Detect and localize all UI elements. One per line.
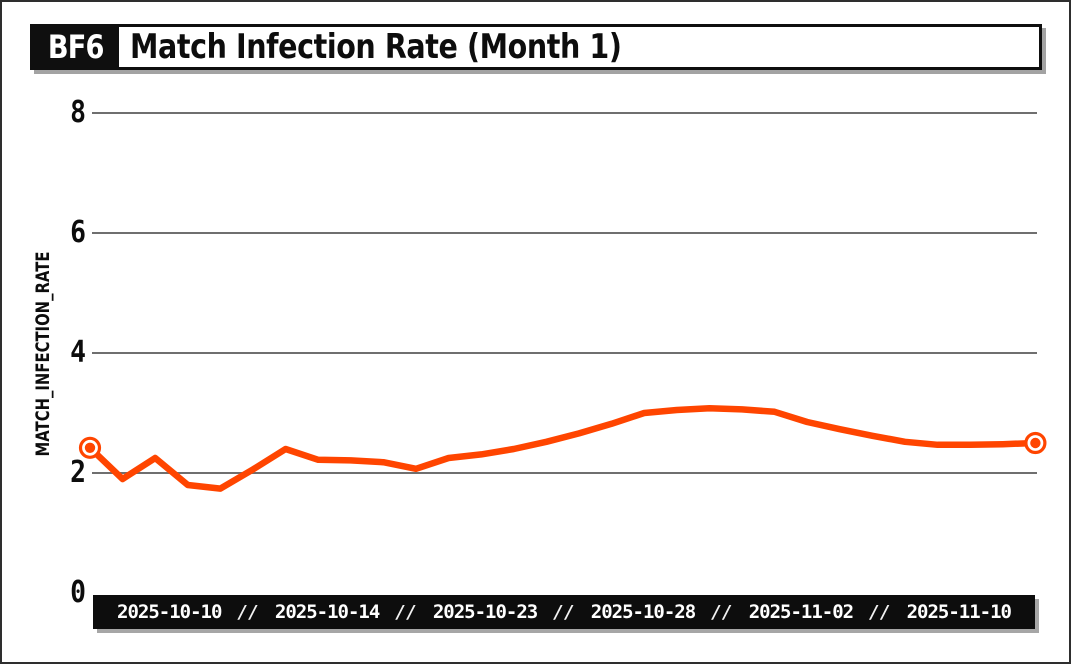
- x-tick-separator: //: [869, 601, 891, 623]
- x-tick-label-0: 2025-10-10: [117, 601, 222, 623]
- x-tick-separator: //: [237, 601, 259, 623]
- game-badge: BF6: [33, 27, 119, 67]
- game-badge-label: BF6: [47, 28, 105, 66]
- gridline-y6: [92, 232, 1037, 234]
- x-tick-separator: //: [553, 601, 575, 623]
- x-tick-label-5: 2025-11-10: [906, 601, 1012, 623]
- y-tick-label-0: 0: [70, 575, 86, 610]
- y-tick-label-2: 2: [70, 455, 86, 490]
- x-tick-label-4: 2025-11-02: [748, 601, 854, 623]
- gridline-y2: [92, 472, 1037, 474]
- chart-title-bar: BF6 Match Infection Rate (Month 1): [30, 24, 1042, 70]
- gridline-y8: [92, 112, 1037, 114]
- y-tick-label-4: 4: [70, 335, 86, 370]
- chart-title: Match Infection Rate (Month 1): [129, 27, 622, 67]
- x-tick-separator: //: [395, 601, 417, 623]
- x-tick-label-2: 2025-10-23: [432, 601, 538, 623]
- end-marker: [1024, 431, 1047, 455]
- gridline-y4: [92, 352, 1037, 354]
- title-text-wrap: Match Infection Rate (Month 1): [119, 27, 715, 67]
- x-tick-label-1: 2025-10-14: [274, 601, 380, 623]
- x-axis-bar: 2025-10-10 // 2025-10-14 // 2025-10-23 // 2025…: [93, 595, 1035, 629]
- y-axis-title: MATCH_INFECTION_RATE: [32, 251, 54, 457]
- x-tick-label-3: 2025-10-28: [590, 601, 696, 623]
- y-tick-label-8: 8: [70, 95, 86, 130]
- infection-rate-line: [86, 404, 1039, 492]
- x-tick-separator: //: [711, 601, 733, 623]
- y-tick-label-6: 6: [70, 215, 86, 250]
